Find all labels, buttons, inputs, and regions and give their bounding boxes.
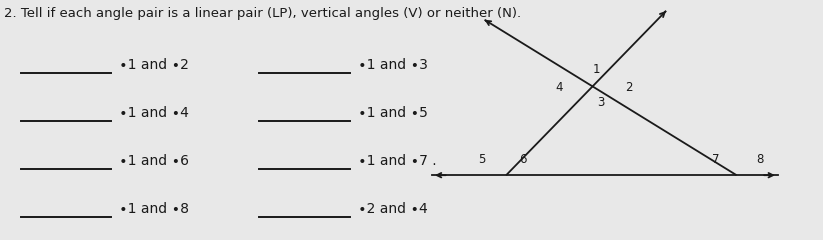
Text: 2: 2 bbox=[625, 81, 632, 94]
Text: ∙1 and ∙3: ∙1 and ∙3 bbox=[358, 58, 428, 72]
Text: ∙1 and ∙4: ∙1 and ∙4 bbox=[119, 106, 189, 120]
Text: ∙1 and ∙5: ∙1 and ∙5 bbox=[358, 106, 428, 120]
Text: ∙1 and ∙8: ∙1 and ∙8 bbox=[119, 202, 189, 216]
Text: ∙1 and ∙2: ∙1 and ∙2 bbox=[119, 58, 189, 72]
Text: ∙1 and ∙7 .: ∙1 and ∙7 . bbox=[358, 154, 437, 168]
Text: 4: 4 bbox=[555, 81, 563, 94]
Text: 7: 7 bbox=[712, 153, 720, 166]
Text: 2. Tell if each angle pair is a linear pair (LP), vertical angles (V) or neither: 2. Tell if each angle pair is a linear p… bbox=[4, 7, 521, 20]
Text: ∙2 and ∙4: ∙2 and ∙4 bbox=[358, 202, 428, 216]
Text: 1: 1 bbox=[593, 63, 601, 76]
Text: 5: 5 bbox=[478, 153, 485, 166]
Text: ∙1 and ∙6: ∙1 and ∙6 bbox=[119, 154, 189, 168]
Text: 6: 6 bbox=[518, 153, 527, 166]
Text: 3: 3 bbox=[597, 96, 604, 109]
Text: 8: 8 bbox=[756, 153, 763, 166]
